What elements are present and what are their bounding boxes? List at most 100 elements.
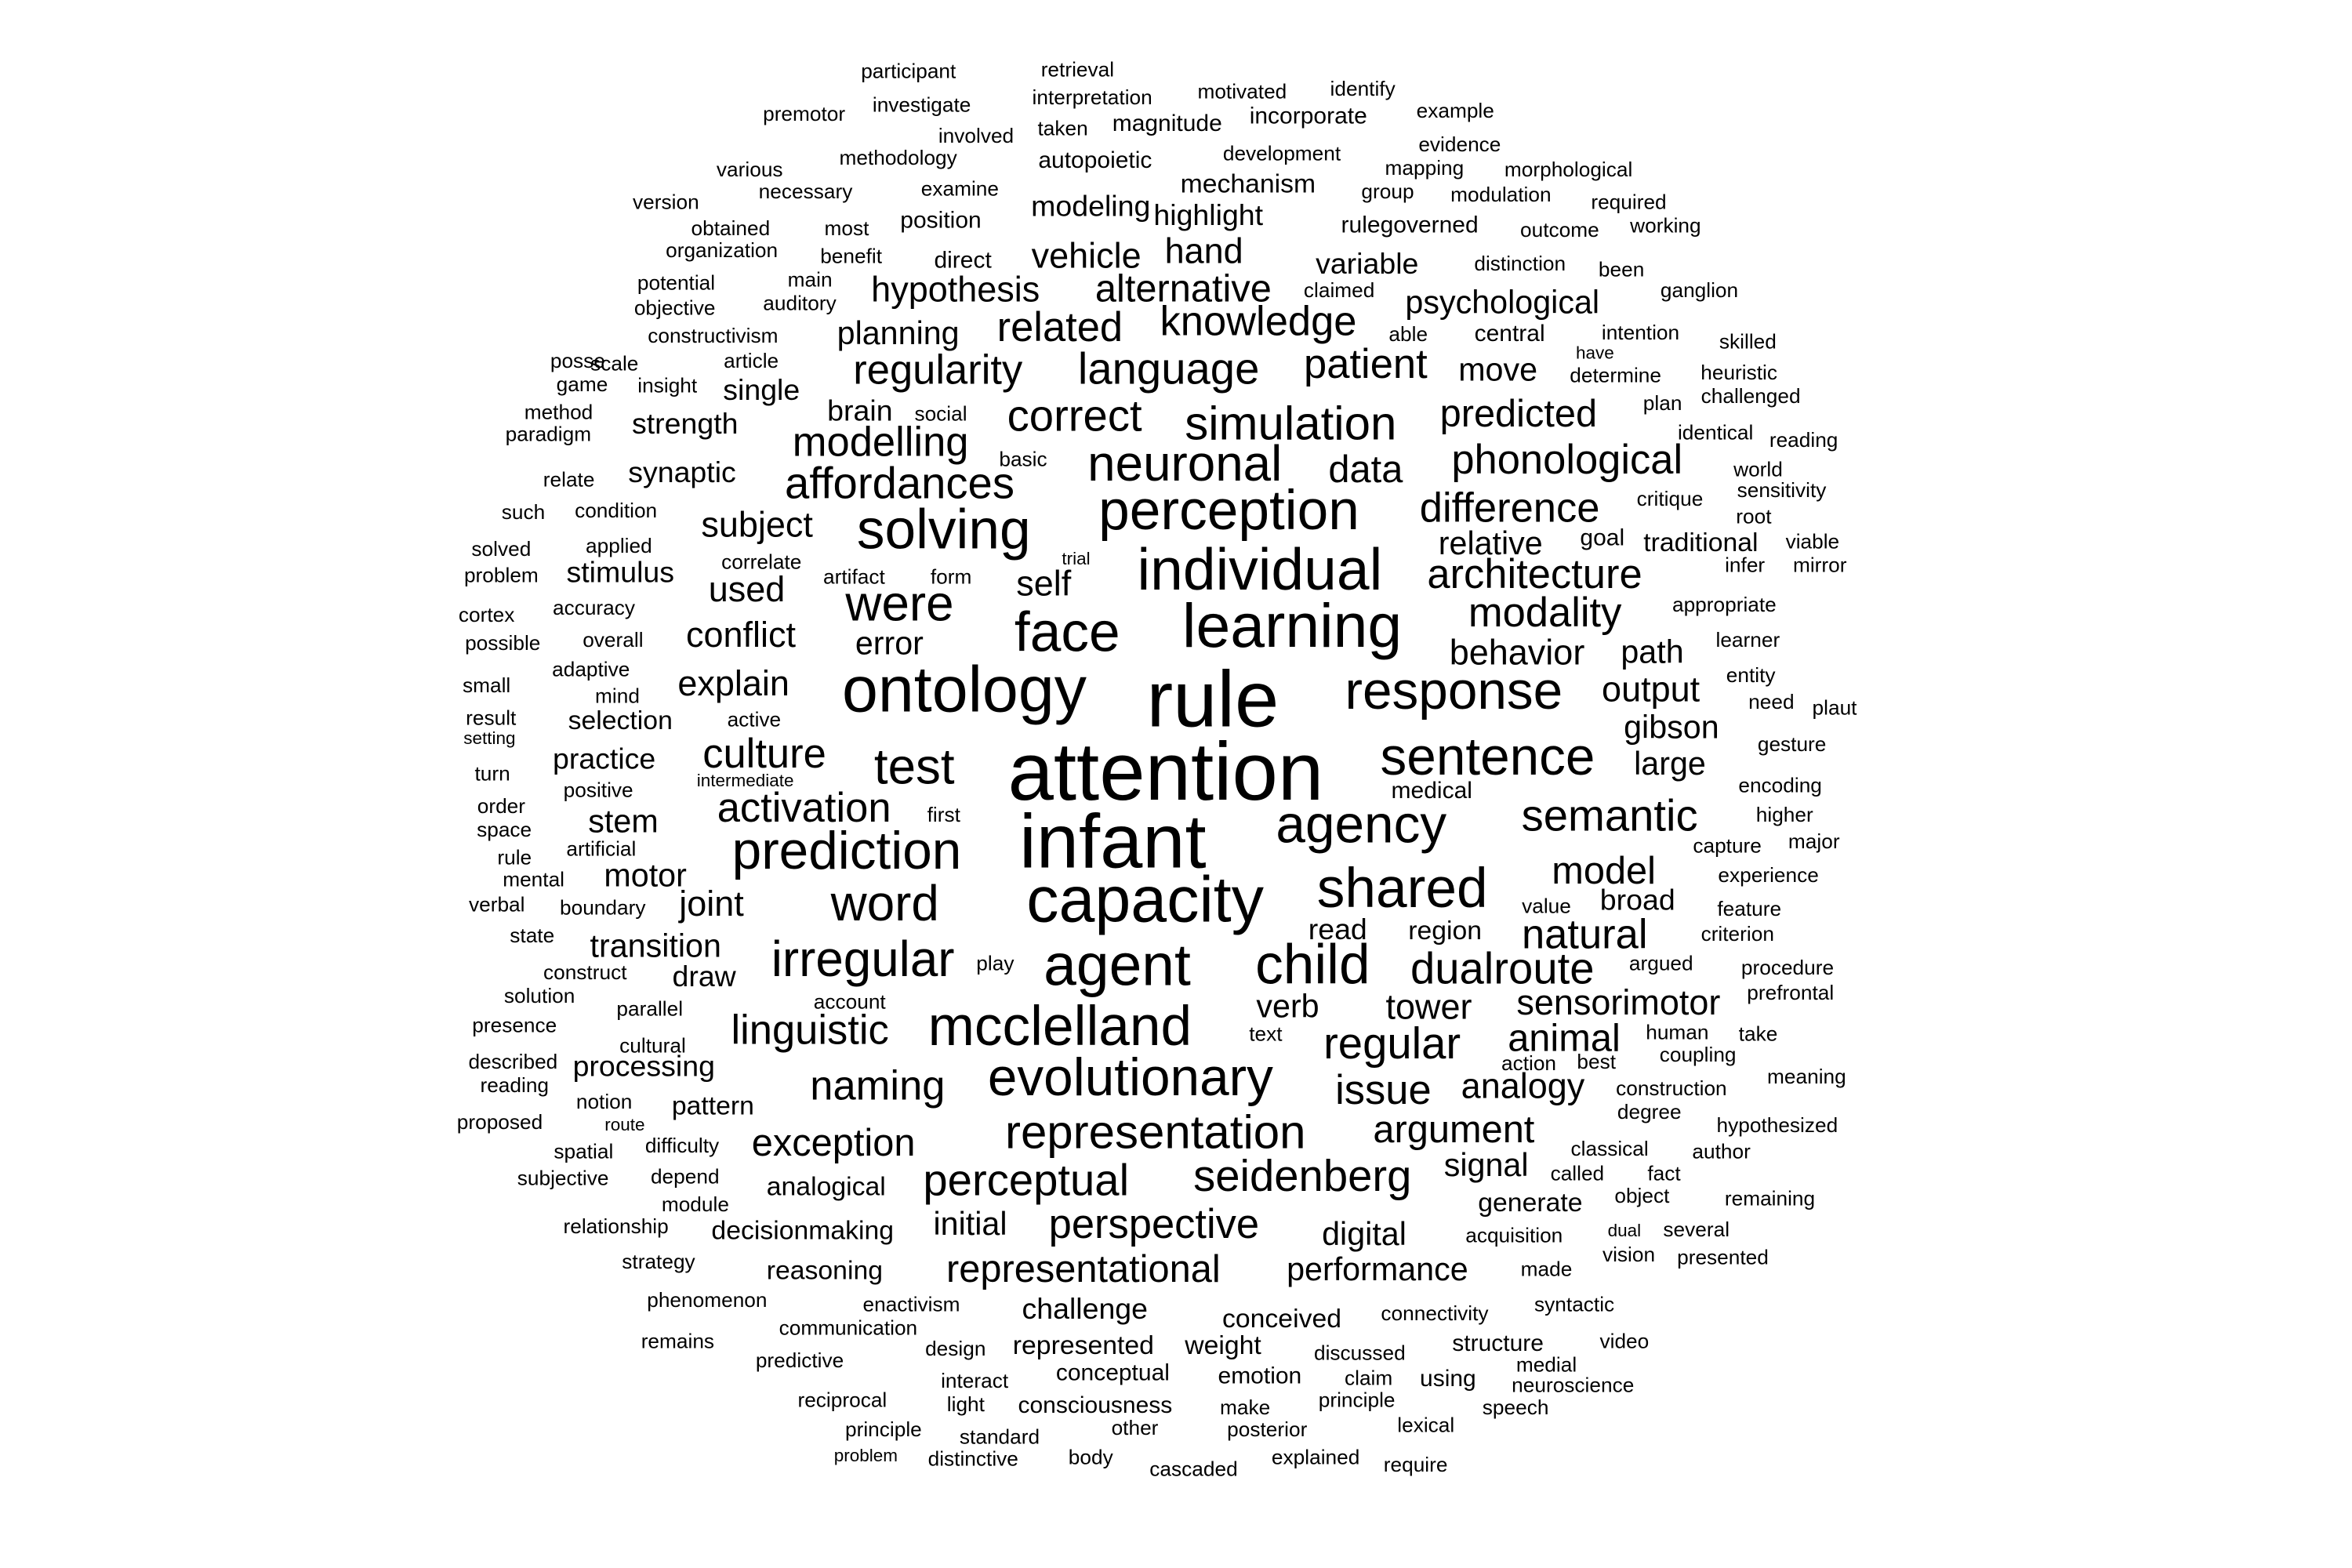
word-cloud-word: space xyxy=(477,817,532,841)
word-cloud-word: sentence xyxy=(1380,726,1595,787)
word-cloud-word: required xyxy=(1591,189,1667,213)
word-cloud-word: broad xyxy=(1599,884,1675,917)
word-cloud-word: conflict xyxy=(685,615,797,656)
word-cloud-word: posse xyxy=(550,348,605,372)
word-cloud-word: cortex xyxy=(458,602,515,626)
word-cloud-word: were xyxy=(845,576,954,633)
word-cloud-word: design xyxy=(925,1336,986,1360)
word-cloud-word: exception xyxy=(751,1120,916,1164)
word-cloud-word: dualroute xyxy=(1410,945,1595,994)
word-cloud-word: text xyxy=(1249,1022,1283,1046)
word-cloud-word: weight xyxy=(1185,1330,1261,1360)
word-cloud-word: region xyxy=(1408,916,1483,946)
word-cloud-word: verbal xyxy=(468,892,525,916)
word-cloud-word: result xyxy=(466,706,517,729)
word-cloud-word: group xyxy=(1361,179,1414,203)
word-cloud-word: higher xyxy=(1755,802,1813,826)
word-cloud-word: value xyxy=(1522,894,1571,917)
word-cloud-word: learning xyxy=(1182,590,1403,660)
word-cloud-word: necessary xyxy=(758,179,853,203)
word-cloud-word: remaining xyxy=(1724,1186,1816,1210)
word-cloud-word: dual xyxy=(1607,1220,1642,1241)
word-cloud-word: article xyxy=(724,348,779,372)
word-cloud-word: perception xyxy=(1098,481,1359,543)
word-cloud-word: linguistic xyxy=(731,1007,889,1053)
word-cloud-word: presence xyxy=(472,1012,557,1036)
word-cloud-word: data xyxy=(1328,447,1403,492)
word-cloud-word: require xyxy=(1383,1452,1448,1476)
word-cloud-word: brain xyxy=(827,395,893,428)
word-cloud-word: route xyxy=(604,1114,645,1135)
word-cloud-word: example xyxy=(1416,98,1494,122)
word-cloud-word: identical xyxy=(1677,420,1754,445)
word-cloud-word: mental xyxy=(503,867,565,891)
word-cloud-word: discussed xyxy=(1314,1341,1406,1364)
word-cloud-word: problem xyxy=(833,1445,898,1466)
word-cloud-word: verb xyxy=(1256,988,1319,1025)
word-cloud-word: possible xyxy=(465,630,541,655)
word-cloud-word: accuracy xyxy=(552,595,636,619)
word-cloud-word: rulegoverned xyxy=(1341,212,1479,238)
word-cloud-word: connectivity xyxy=(1381,1301,1489,1325)
word-cloud-word: claimed xyxy=(1303,278,1375,302)
word-cloud-word: version xyxy=(633,189,699,213)
word-cloud-word: make xyxy=(1220,1395,1271,1419)
word-cloud-word: communication xyxy=(779,1316,918,1340)
word-cloud-word: speech xyxy=(1482,1395,1549,1419)
word-cloud-word: pattern xyxy=(671,1091,754,1120)
word-cloud-word: benefit xyxy=(820,244,883,268)
word-cloud-word: decisionmaking xyxy=(711,1215,895,1246)
word-cloud-word: modality xyxy=(1468,589,1622,635)
word-cloud-word: made xyxy=(1520,1257,1573,1281)
word-cloud-word: relate xyxy=(543,467,595,492)
word-cloud-word: such xyxy=(501,499,546,524)
word-cloud-word: phenomenon xyxy=(647,1287,768,1312)
word-cloud-word: attention xyxy=(1007,724,1324,818)
word-cloud-word: intention xyxy=(1601,320,1680,344)
word-cloud-word: gesture xyxy=(1757,731,1827,756)
word-cloud-word: morphological xyxy=(1504,157,1633,181)
word-cloud-word: draw xyxy=(672,961,736,994)
word-cloud-word: able xyxy=(1388,321,1428,346)
word-cloud-word: plan xyxy=(1642,390,1682,415)
word-cloud-word: viable xyxy=(1785,529,1840,553)
word-cloud-word: central xyxy=(1474,321,1545,347)
word-cloud-word: variable xyxy=(1316,248,1419,281)
word-cloud-word: plaut xyxy=(1812,695,1857,719)
word-cloud-word: analogy xyxy=(1461,1067,1585,1107)
word-cloud-word: selection xyxy=(568,706,673,735)
word-cloud-word: strategy xyxy=(622,1249,695,1273)
word-cloud-word: traditional xyxy=(1643,528,1759,557)
word-cloud-word: lexical xyxy=(1397,1412,1455,1436)
word-cloud-word: adaptive xyxy=(552,657,630,681)
word-cloud-word: vehicle xyxy=(1031,236,1142,277)
word-cloud-word: basic xyxy=(999,447,1047,470)
word-cloud-word: hypothesized xyxy=(1716,1112,1838,1137)
word-cloud-word: error xyxy=(855,624,924,662)
word-cloud-word: critique xyxy=(1636,486,1704,510)
word-cloud-word: stimulus xyxy=(566,557,675,590)
word-cloud-word: motor xyxy=(604,857,687,894)
word-cloud-word: magnitude xyxy=(1112,111,1222,137)
word-cloud-word: classical xyxy=(1570,1136,1649,1160)
word-cloud-word: determine xyxy=(1570,363,1661,387)
word-cloud-word: action xyxy=(1501,1051,1557,1075)
word-cloud-word: autopoietic xyxy=(1038,148,1152,174)
word-cloud-word: correlate xyxy=(721,550,802,574)
word-cloud-word: architecture xyxy=(1427,551,1642,597)
word-cloud-word: challenged xyxy=(1700,383,1801,408)
word-cloud-word: appropriate xyxy=(1671,592,1777,616)
word-cloud-word: semantic xyxy=(1521,792,1698,841)
word-cloud-word: various xyxy=(716,157,783,181)
word-cloud-word: degree xyxy=(1617,1099,1682,1123)
word-cloud-word: perceptual xyxy=(923,1156,1130,1206)
word-cloud-word: criterion xyxy=(1700,921,1774,946)
word-cloud-word: investigate xyxy=(872,93,971,117)
word-cloud-word: hand xyxy=(1164,232,1243,272)
word-cloud-word: module xyxy=(661,1192,729,1216)
word-cloud-word: interact xyxy=(941,1368,1009,1392)
word-cloud-word: most xyxy=(824,216,869,240)
word-cloud-word: regularity xyxy=(853,347,1023,393)
word-cloud-word: outcome xyxy=(1520,217,1599,241)
